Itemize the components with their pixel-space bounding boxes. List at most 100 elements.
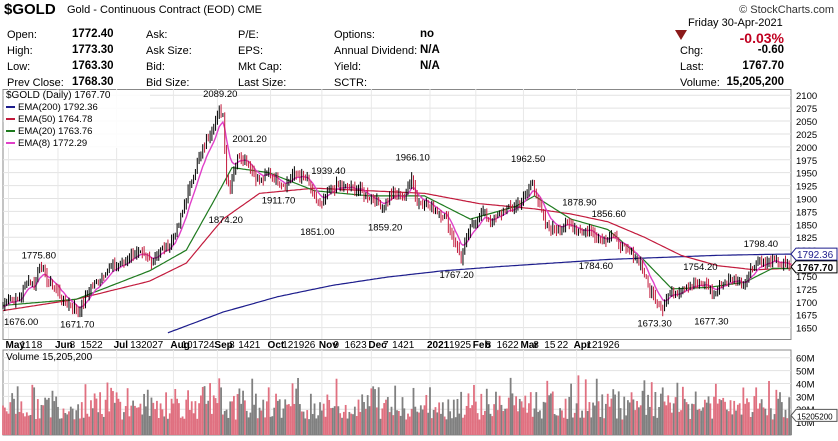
stat-label: Last: [680,61,704,73]
volume-bar [82,417,85,435]
stat-label: Chg: [680,45,704,57]
volume-bar [297,377,299,435]
volume-bar [467,393,470,435]
volume-bar [189,410,191,435]
volume-bar [449,411,452,435]
volume-bar [137,407,140,435]
volume-bar [416,411,419,435]
quote-label: Open: [7,29,37,41]
volume-bar [766,415,769,435]
volume-bar [319,402,321,435]
volume-bar [524,395,527,435]
volume-bar [687,404,690,435]
volume-bar [256,418,259,435]
price-tick-label: 1675 [796,311,817,322]
x-tick-label: 11 [20,340,31,351]
volume-bar [588,402,591,435]
volume-bar [77,404,80,435]
x-tick-label: 21 [403,340,415,351]
volume-bar [736,404,739,435]
legend-entry: EMA(50) 1764.78 [18,114,92,125]
volume-bar [289,406,292,435]
volume-bar [370,388,373,435]
volume-bar [584,379,587,435]
price-tick-label: 2025 [796,130,817,141]
last-value-tag-box [790,260,838,274]
price-annotation: 2001.20 [232,134,266,145]
last-value-tag-text: 1792.36 [797,250,834,261]
volume-bar [134,405,136,435]
volume-bar [654,391,657,435]
x-tick-label: 24 [203,340,215,351]
volume-bar [55,396,58,435]
volume-bar [359,411,362,435]
volume-bar [317,415,320,435]
volume-bar [88,416,91,435]
volume-bar [520,401,523,435]
volume-bar [555,415,558,435]
volume-tick-label: 50M [796,367,815,378]
volume-bar [768,380,770,435]
volume-bar [211,413,213,435]
volume-bar [410,408,413,435]
volume-bar [777,398,780,435]
volume-bar [517,411,519,435]
volume-bar [762,407,765,435]
volume-bar [643,380,646,435]
volume-tick-label: 10M [796,418,815,429]
quote-label: Options: [334,29,375,41]
volume-bar [9,402,12,435]
volume-bar [375,407,378,435]
volume-bar [568,396,571,435]
volume-bar [493,404,496,435]
volume-bar [425,394,428,435]
volume-bar [533,408,536,435]
volume-bar [260,410,263,435]
last-value-tag: 1792.36 [790,247,838,261]
volume-bar [254,393,257,435]
volume-bar [352,414,354,435]
volume-bar [648,406,651,435]
volume-bar [295,388,298,435]
volume-bar [537,411,540,435]
volume-bar [287,404,290,435]
volume-bar [506,408,508,435]
quote-header: $GOLD Gold - Continuous Contract (EOD) C… [0,0,838,89]
volume-bar [264,417,266,435]
volume-bar [790,415,792,435]
volume-bar [233,395,235,435]
volume-bar [2,405,4,435]
volume-bar [779,392,781,435]
volume-bar [95,398,98,435]
volume-bar [705,402,708,435]
volume-bar [608,406,611,435]
price-annotation: 1856.60 [592,209,626,220]
volume-tick-label: 30M [796,392,815,403]
x-tick-label: 14 [392,340,404,351]
volume-bar [139,403,142,435]
volume-bar [38,418,41,435]
volume-bar [716,403,719,435]
volume-bar [381,408,384,435]
price-tick-label: 1750 [796,272,817,283]
volume-bar [207,400,210,435]
volume-bar [46,399,48,435]
price-annotation: 1671.70 [60,319,94,330]
price-annotation: 1911.70 [262,195,296,206]
volume-bar [156,400,158,435]
volume-bar [471,405,474,435]
price-annotation: 1754.20 [683,262,717,273]
volume-bar [592,402,594,435]
volume-bar [720,400,723,435]
volume-bar [434,407,437,435]
volume-bar [749,416,752,435]
volume-bar [141,414,144,435]
volume-bar [240,403,243,435]
volume-bar [22,413,25,435]
quote-value: N/A [420,44,440,56]
volume-bar [694,391,697,435]
x-tick-label: 26 [608,340,620,351]
volume-bar [473,384,475,435]
volume-bar [531,416,534,435]
volume-bar [231,401,233,435]
